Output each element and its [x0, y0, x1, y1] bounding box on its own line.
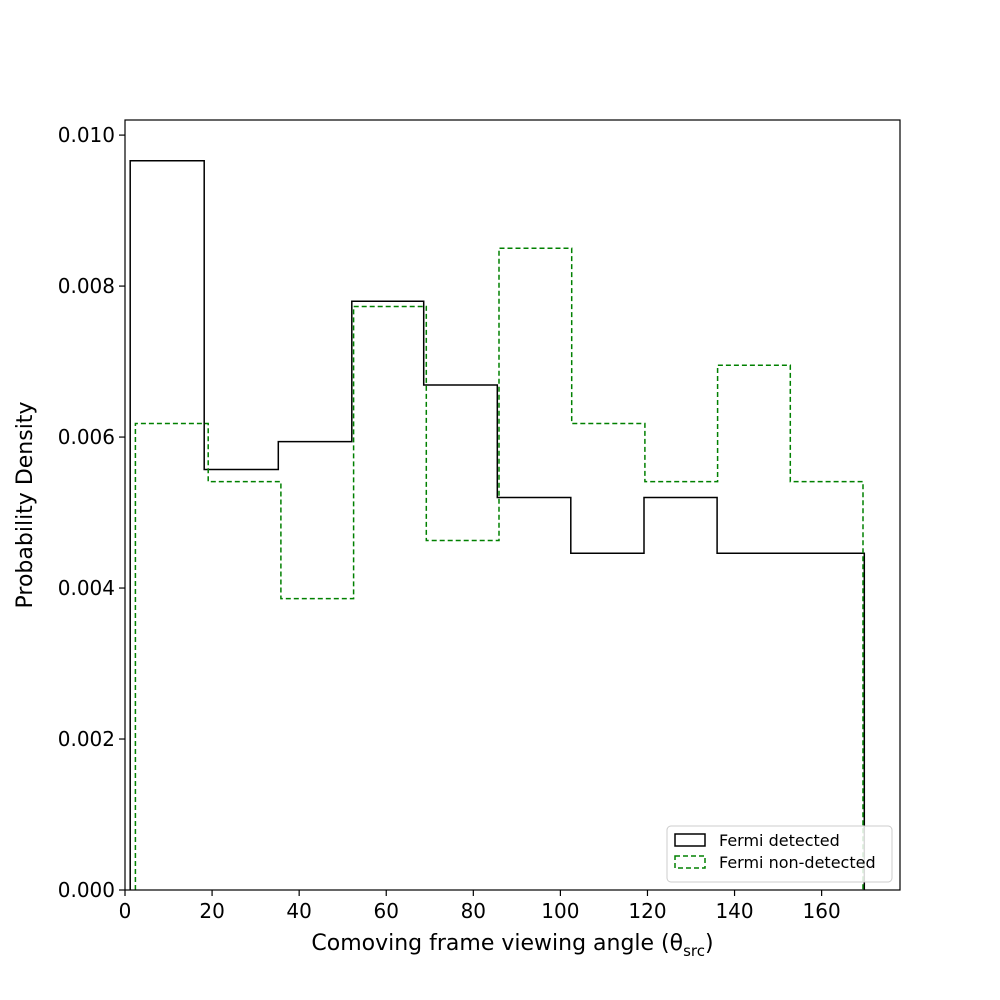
legend: Fermi detected Fermi non-detected [666, 825, 893, 883]
x-axis-label: Comoving frame viewing angle (θsrc) [311, 931, 713, 960]
series-fermi-detected-step-line [129, 160, 866, 890]
series-layer [129, 160, 866, 890]
x-tick-label: 100 [541, 899, 579, 923]
x-tick-label: 140 [715, 899, 753, 923]
x-tick-label: 40 [286, 899, 311, 923]
y-tick-label: 0.004 [58, 576, 115, 600]
x-tick-label: 60 [374, 899, 399, 923]
y-axis-ticks: 0.000 0.002 0.004 0.006 0.008 0.010 [58, 123, 125, 902]
x-tick-label: 20 [199, 899, 224, 923]
x-axis-ticks: 0 20 40 60 80 100 120 140 160 [119, 890, 841, 923]
y-tick-label: 0.010 [58, 123, 115, 147]
x-axis-label-main: Comoving frame viewing angle (θ [311, 931, 683, 956]
plot-area-frame [124, 119, 901, 891]
x-tick-label: 0 [119, 899, 132, 923]
y-axis-label: Probability Density [13, 402, 38, 609]
x-axis-label-close: ) [705, 931, 714, 956]
legend-entry-label: Fermi non-detected [719, 853, 876, 872]
y-tick-label: 0.002 [58, 727, 115, 751]
series-fermi-non-detected-step-line [134, 247, 864, 890]
legend-box [666, 825, 893, 883]
y-tick-label: 0.000 [58, 878, 115, 902]
legend-entry-label: Fermi detected [719, 831, 840, 850]
x-tick-label: 120 [628, 899, 666, 923]
x-tick-label: 80 [461, 899, 486, 923]
legend-swatch [674, 833, 706, 847]
y-tick-label: 0.008 [58, 274, 115, 298]
legend-swatch [674, 855, 706, 869]
x-tick-label: 160 [803, 899, 841, 923]
y-tick-label: 0.006 [58, 425, 115, 449]
x-axis-label-subscript: src [683, 942, 705, 960]
